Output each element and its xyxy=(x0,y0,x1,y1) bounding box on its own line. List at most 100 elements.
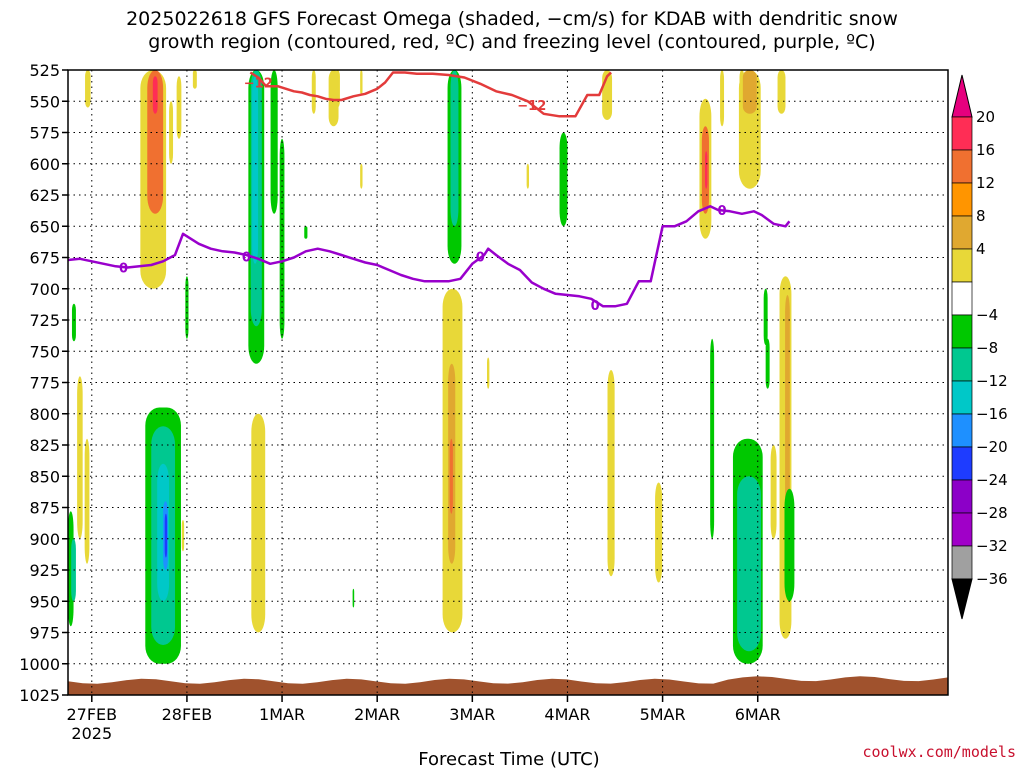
omega-blob xyxy=(770,445,777,539)
colorbar-label: −8 xyxy=(976,339,998,357)
omega-blob xyxy=(304,226,308,239)
omega-blob xyxy=(360,70,363,95)
colorbar-swatch xyxy=(951,215,973,250)
x-tick-label: 2MAR xyxy=(354,705,400,724)
omega-blob xyxy=(360,163,363,189)
colorbar-swatch xyxy=(951,182,973,217)
omega-blob xyxy=(737,476,761,652)
y-tick-label: 600 xyxy=(29,155,60,174)
colorbar-swatch xyxy=(951,380,973,415)
omega-blob xyxy=(710,338,715,539)
x-tick-label: 27FEB xyxy=(66,705,117,724)
omega-blob xyxy=(655,482,663,583)
contour-lines: 0 0 0 0 0 −12 −12 xyxy=(67,71,791,314)
omega-blob xyxy=(449,438,453,514)
colorbar-label: −4 xyxy=(976,306,998,324)
x-tick-label: 4MAR xyxy=(544,705,590,724)
omega-blob xyxy=(335,70,340,108)
colorbar-swatch xyxy=(951,281,973,316)
contour-label: 0 xyxy=(476,250,485,265)
omega-shading xyxy=(68,70,795,664)
contour-label: 0 xyxy=(242,250,251,265)
omega-blob xyxy=(279,138,285,339)
ground-terrain xyxy=(68,676,948,695)
omega-blob xyxy=(486,357,490,389)
y-tick-label: 875 xyxy=(29,499,60,518)
colorbar-label: −24 xyxy=(976,471,1008,489)
y-tick-label: 1000 xyxy=(19,655,60,674)
colorbar-arrow-top xyxy=(951,74,973,118)
colorbar-label: 20 xyxy=(976,108,995,126)
colorbar-swatch xyxy=(951,314,973,349)
colorbar-swatch xyxy=(951,347,973,382)
omega-blob xyxy=(784,488,795,602)
credit-link[interactable]: coolwx.com/models xyxy=(862,743,1016,761)
y-tick-label: 900 xyxy=(29,530,60,549)
omega-blob xyxy=(169,101,174,164)
colorbar-swatch xyxy=(951,116,973,151)
x-axis-label: Forecast Time (UTC) xyxy=(418,749,599,768)
omega-blob xyxy=(763,288,768,345)
x-tick-label: 5MAR xyxy=(640,705,686,724)
contour-label: −12 xyxy=(517,99,546,114)
y-tick-label: 575 xyxy=(29,124,60,143)
omega-blob xyxy=(252,76,259,264)
y-tick-label: 825 xyxy=(29,436,60,455)
omega-blob xyxy=(84,438,90,564)
x-tick-sublabel: 2025 xyxy=(71,724,112,743)
contour-label: 0 xyxy=(591,299,600,314)
grid-lines xyxy=(68,69,948,696)
y-tick-label: 850 xyxy=(29,467,60,486)
y-tick-label: 950 xyxy=(29,592,60,611)
y-tick-label: 675 xyxy=(29,249,60,268)
omega-blob xyxy=(777,70,786,114)
colorbar-label: −36 xyxy=(976,570,1008,588)
omega-blob xyxy=(607,370,615,577)
omega-blob xyxy=(251,413,266,633)
y-tick-label: 925 xyxy=(29,561,60,580)
colorbar-swatch xyxy=(951,479,973,514)
omega-blob xyxy=(181,520,185,552)
y-tick-label: 800 xyxy=(29,405,60,424)
y-axis: 525 550 575 600 625 650 675 700 725 750 775 800 825 8… xyxy=(19,61,68,705)
colorbar-label: −16 xyxy=(976,405,1008,423)
colorbar-label: 12 xyxy=(976,174,995,192)
omega-blob xyxy=(352,588,355,608)
colorbar-arrow-bottom xyxy=(951,578,973,620)
y-tick-label: 700 xyxy=(29,280,60,299)
omega-blob xyxy=(526,163,530,189)
y-tick-label: 625 xyxy=(29,186,60,205)
colorbar-label: 16 xyxy=(976,141,995,159)
colorbar: 20 16 12 8 4 −4 −8 −12 −16 −20 −24 −28 −32 −36 xyxy=(951,74,1008,620)
omega-blob xyxy=(311,70,316,114)
colorbar-swatch xyxy=(951,413,973,448)
colorbar-label: 4 xyxy=(976,240,986,258)
contour-label: 0 xyxy=(718,204,727,219)
omega-blob xyxy=(152,76,158,114)
x-tick-label: 1MAR xyxy=(259,705,305,724)
chart-title-line2: growth region (contoured, red, ºC) and f… xyxy=(148,31,876,53)
omega-blob xyxy=(559,132,568,227)
colorbar-swatch xyxy=(951,446,973,481)
x-tick-label: 3MAR xyxy=(449,705,495,724)
y-tick-label: 775 xyxy=(29,374,60,393)
y-tick-label: 750 xyxy=(29,342,60,361)
omega-blob xyxy=(742,70,757,114)
x-tick-label: 28FEB xyxy=(162,705,213,724)
y-tick-label: 975 xyxy=(29,624,60,643)
dendritic-growth-contour xyxy=(249,71,612,118)
terrain-band xyxy=(68,676,948,695)
colorbar-label: −28 xyxy=(976,504,1008,522)
x-tick-label: 6MAR xyxy=(735,705,781,724)
freezing-level-contour xyxy=(67,205,791,308)
colorbar-swatch xyxy=(951,248,973,283)
omega-blob xyxy=(705,151,708,189)
y-tick-label: 525 xyxy=(29,61,60,80)
omega-blob xyxy=(176,76,182,139)
omega-blob xyxy=(164,513,168,558)
omega-blob xyxy=(77,376,83,539)
colorbar-label: 8 xyxy=(976,207,986,225)
colorbar-label: −12 xyxy=(976,372,1008,390)
